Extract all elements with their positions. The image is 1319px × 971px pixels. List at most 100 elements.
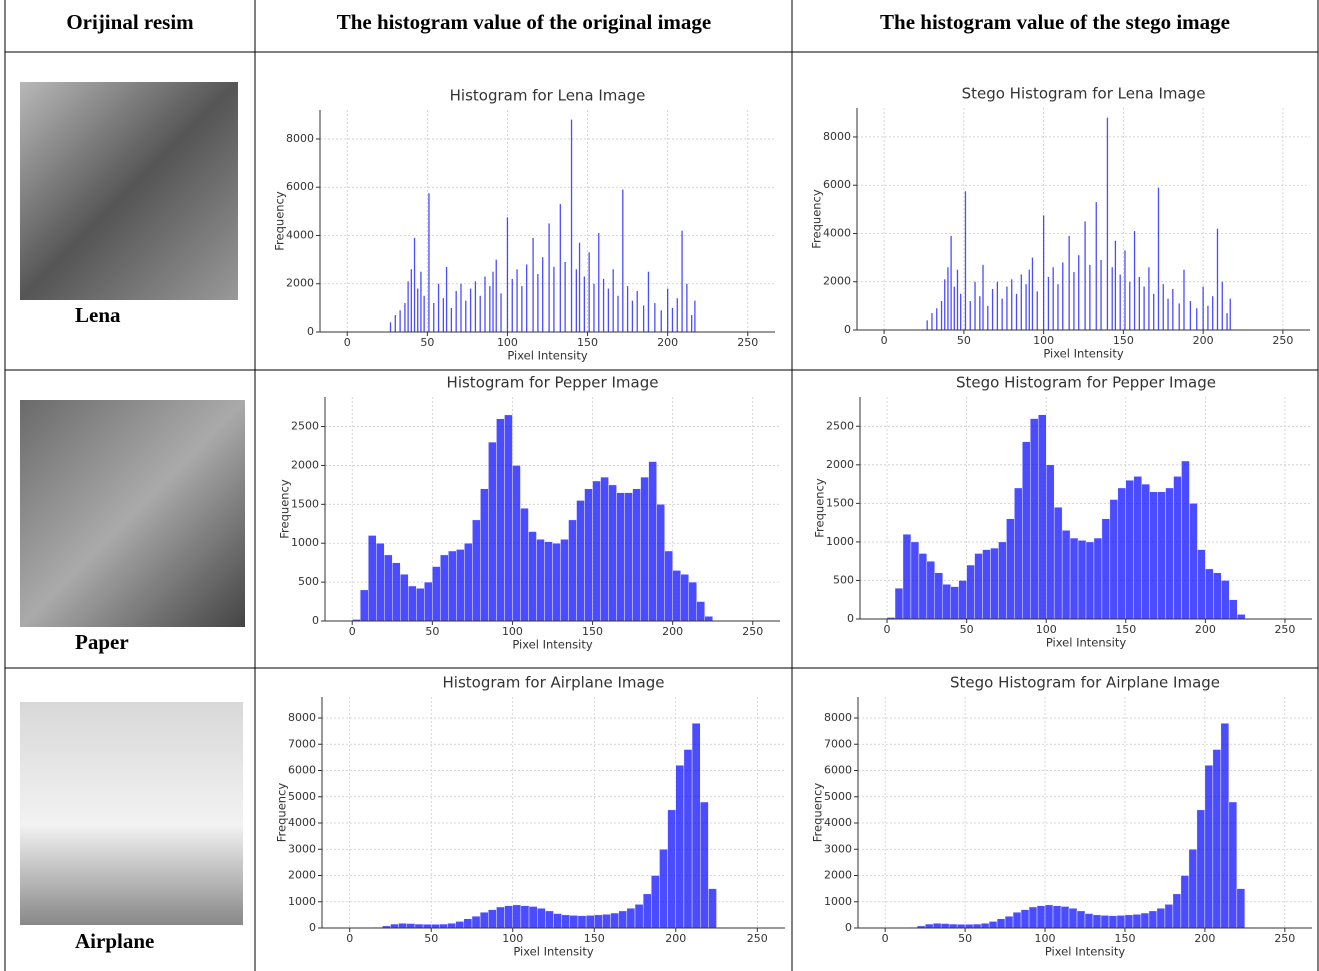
x-tick-label: 50 — [424, 932, 438, 945]
histogram-bar — [634, 904, 644, 929]
bar — [1148, 267, 1150, 330]
x-tick-label: 0 — [349, 625, 356, 638]
histogram-bar — [439, 923, 448, 929]
y-tick-label: 4000 — [823, 226, 851, 239]
histogram-bar — [708, 888, 717, 929]
y-tick-label: 500 — [833, 573, 854, 586]
histogram-bar — [618, 910, 628, 929]
histogram-bar — [544, 541, 553, 622]
bar — [1011, 279, 1013, 330]
histogram-bar — [1204, 765, 1214, 929]
y-tick-label: 3000 — [288, 842, 316, 855]
histogram-bar — [632, 488, 641, 622]
histogram-bar — [1125, 480, 1134, 620]
bar — [1133, 231, 1136, 330]
histogram-bar — [1077, 540, 1087, 620]
histogram-bar — [1148, 910, 1158, 929]
bar — [1106, 117, 1109, 330]
bar — [1025, 284, 1027, 330]
bar — [1207, 305, 1209, 330]
histogram-bar — [651, 875, 660, 929]
bar — [642, 305, 645, 332]
y-tick-label: 5000 — [824, 790, 852, 803]
chart-title: Histogram for Airplane Image — [443, 674, 665, 692]
histogram-bar — [642, 893, 652, 929]
bar — [667, 288, 669, 332]
histogram-bar — [1141, 483, 1150, 620]
histogram-bar — [667, 809, 676, 929]
histogram-bar — [926, 560, 936, 620]
bar — [940, 301, 943, 330]
histogram-bar — [1117, 487, 1126, 620]
bar — [511, 278, 513, 332]
histogram-bar — [471, 915, 481, 929]
x-tick-label: 50 — [425, 625, 439, 638]
bar — [944, 279, 946, 330]
histogram-bar — [1213, 572, 1222, 620]
histogram-bar — [1028, 906, 1038, 929]
x-tick-label: 250 — [747, 932, 768, 945]
histogram-bar — [553, 913, 562, 929]
row-label: Airplane — [75, 929, 154, 953]
bar — [450, 307, 453, 332]
bar — [631, 300, 634, 332]
y-tick-label: 3000 — [824, 842, 852, 855]
histogram-bar — [408, 585, 417, 622]
histogram-bar — [1189, 503, 1198, 620]
bar — [1020, 274, 1022, 330]
histogram-bar — [1221, 580, 1230, 620]
x-tick-label: 100 — [1036, 623, 1057, 636]
y-tick-label: 8000 — [286, 132, 314, 145]
bar — [564, 262, 566, 332]
bar — [437, 283, 440, 332]
bar — [1028, 269, 1030, 330]
histogram-bar — [1108, 915, 1118, 929]
histogram-bar — [696, 601, 705, 622]
bar — [681, 230, 683, 332]
bar — [575, 269, 577, 332]
histogram-bar — [552, 543, 561, 622]
x-tick-label: 200 — [1195, 623, 1216, 636]
bar — [559, 204, 561, 332]
chart-title: Stego Histogram for Pepper Image — [956, 374, 1216, 392]
bar — [1143, 286, 1145, 330]
histogram-bar — [1069, 537, 1079, 620]
histogram-bar — [1014, 487, 1023, 620]
histogram-bar — [688, 581, 697, 622]
bar — [926, 320, 928, 330]
histogram-bar — [1101, 518, 1111, 620]
bar — [423, 295, 425, 332]
pepper-photo — [20, 400, 245, 627]
histogram-bar — [964, 924, 974, 929]
bar — [484, 276, 486, 332]
bar — [1114, 240, 1117, 330]
bar — [1129, 281, 1131, 330]
header-cell: The histogram value of the original imag… — [337, 10, 711, 34]
chart-title: Stego Histogram for Airplane Image — [950, 674, 1220, 692]
bar — [489, 286, 491, 332]
histogram-bar — [504, 905, 513, 929]
histogram-bar — [416, 588, 425, 622]
histogram-bar — [1220, 723, 1230, 929]
histogram-bar — [536, 539, 545, 622]
histogram-bar — [1085, 541, 1095, 620]
y-tick-label: 2000 — [823, 275, 851, 288]
histogram-bar — [440, 554, 449, 622]
row-label: Lena — [75, 303, 121, 327]
histogram-bar — [656, 504, 665, 622]
histogram-bar — [1196, 809, 1206, 929]
histogram-bar — [424, 581, 433, 622]
bar — [394, 315, 396, 332]
histogram-bar — [1036, 905, 1046, 929]
bar — [1119, 274, 1121, 330]
y-tick-label: 7000 — [288, 737, 316, 750]
bar — [500, 293, 502, 332]
histogram-bar — [610, 912, 619, 929]
histogram-bar — [924, 923, 934, 929]
x-tick-label: 200 — [657, 336, 678, 349]
histogram-bar — [1060, 906, 1070, 929]
bar — [1212, 296, 1214, 330]
bar — [956, 269, 959, 330]
bar — [389, 322, 392, 332]
bar — [553, 266, 555, 332]
